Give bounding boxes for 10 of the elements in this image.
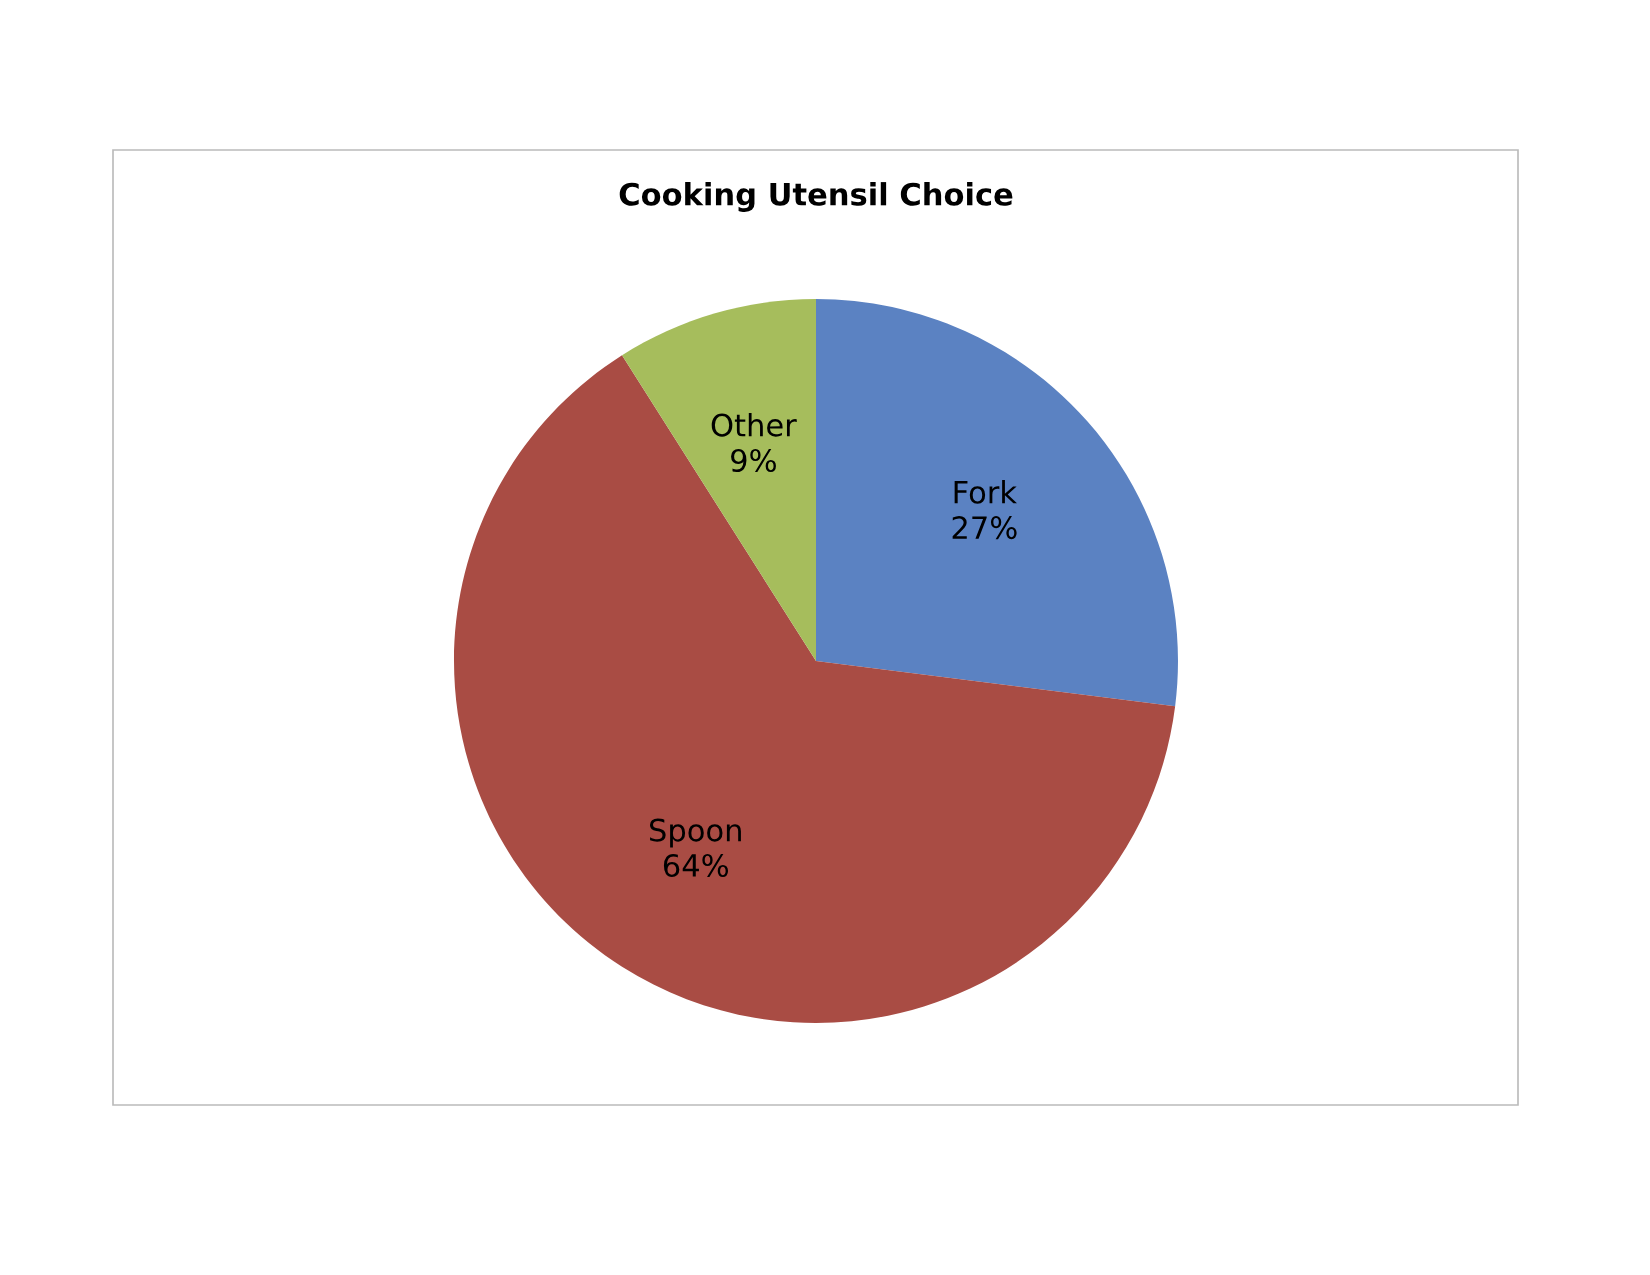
- pie-slice: [454, 355, 1176, 1023]
- slice-label: Spoon: [649, 818, 741, 848]
- data-label: 27%: [952, 516, 1017, 540]
- data-label: 9%: [731, 448, 776, 473]
- pie-slice: [622, 299, 816, 661]
- slice-label: Other: [711, 413, 797, 437]
- chart-title: Cooking Utensil Choice: [619, 182, 1013, 212]
- pie-slice: [816, 299, 1178, 707]
- data-label: 64%: [663, 853, 729, 878]
- slice-label: Fork: [954, 480, 1017, 504]
